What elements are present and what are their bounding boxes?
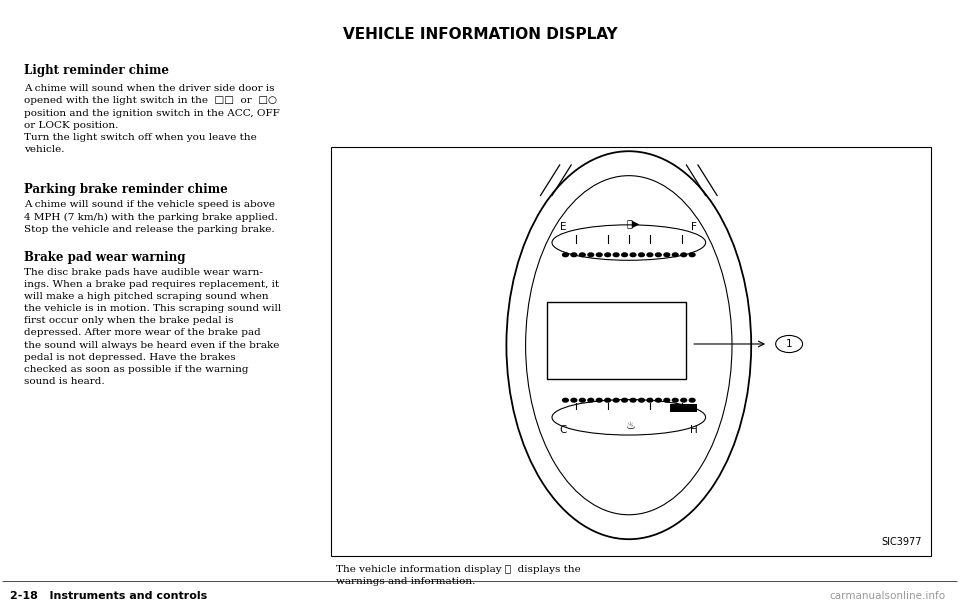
Text: SIC3977: SIC3977 [881,537,922,547]
Circle shape [622,398,628,402]
Text: VEHICLE INFORMATION DISPLAY: VEHICLE INFORMATION DISPLAY [343,27,617,43]
Text: E: E [561,222,566,232]
Text: 1: 1 [786,339,792,349]
Circle shape [605,398,611,402]
Text: carmanualsonline.info: carmanualsonline.info [829,591,946,601]
Circle shape [596,398,602,402]
Text: The disc brake pads have audible wear warn-
ings. When a brake pad requires repl: The disc brake pads have audible wear wa… [24,268,281,386]
Circle shape [776,335,803,353]
Circle shape [596,253,602,257]
Circle shape [571,398,577,402]
Text: ⛽▶: ⛽▶ [627,218,640,228]
Circle shape [672,398,678,402]
Text: Brake pad wear warning: Brake pad wear warning [24,251,185,263]
Circle shape [647,398,653,402]
Ellipse shape [525,175,732,514]
Circle shape [664,253,670,257]
Text: C: C [560,425,567,434]
Text: Parking brake reminder chime: Parking brake reminder chime [24,183,228,196]
Circle shape [613,398,619,402]
Circle shape [563,398,568,402]
Text: ♨: ♨ [626,421,636,431]
Text: A chime will sound if the vehicle speed is above
4 MPH (7 km/h) with the parking: A chime will sound if the vehicle speed … [24,200,277,234]
Bar [331,147,931,556]
Text: Light reminder chime: Light reminder chime [24,64,169,77]
Circle shape [571,253,577,257]
Circle shape [681,253,686,257]
Circle shape [656,253,661,257]
Circle shape [588,398,593,402]
Circle shape [580,253,586,257]
Ellipse shape [552,225,706,260]
Circle shape [681,398,686,402]
Ellipse shape [507,151,752,539]
Circle shape [656,398,661,402]
Circle shape [638,253,644,257]
Circle shape [672,253,678,257]
Circle shape [630,398,636,402]
Text: A chime will sound when the driver side door is
opened with the light switch in : A chime will sound when the driver side … [24,84,279,154]
Text: 2-18   Instruments and controls: 2-18 Instruments and controls [10,591,206,601]
Circle shape [580,398,586,402]
Ellipse shape [552,400,706,435]
Circle shape [689,253,695,257]
Circle shape [647,253,653,257]
Circle shape [605,253,611,257]
Bar [670,404,697,412]
Circle shape [588,253,593,257]
Circle shape [613,253,619,257]
Circle shape [664,398,670,402]
Bar [547,302,686,379]
Circle shape [622,253,628,257]
Circle shape [689,398,695,402]
Circle shape [563,253,568,257]
Text: The vehicle information display ①  displays the
warnings and information.: The vehicle information display ① displa… [336,565,581,587]
Text: F: F [691,222,697,232]
Circle shape [638,398,644,402]
Text: H: H [690,425,698,434]
Circle shape [630,253,636,257]
